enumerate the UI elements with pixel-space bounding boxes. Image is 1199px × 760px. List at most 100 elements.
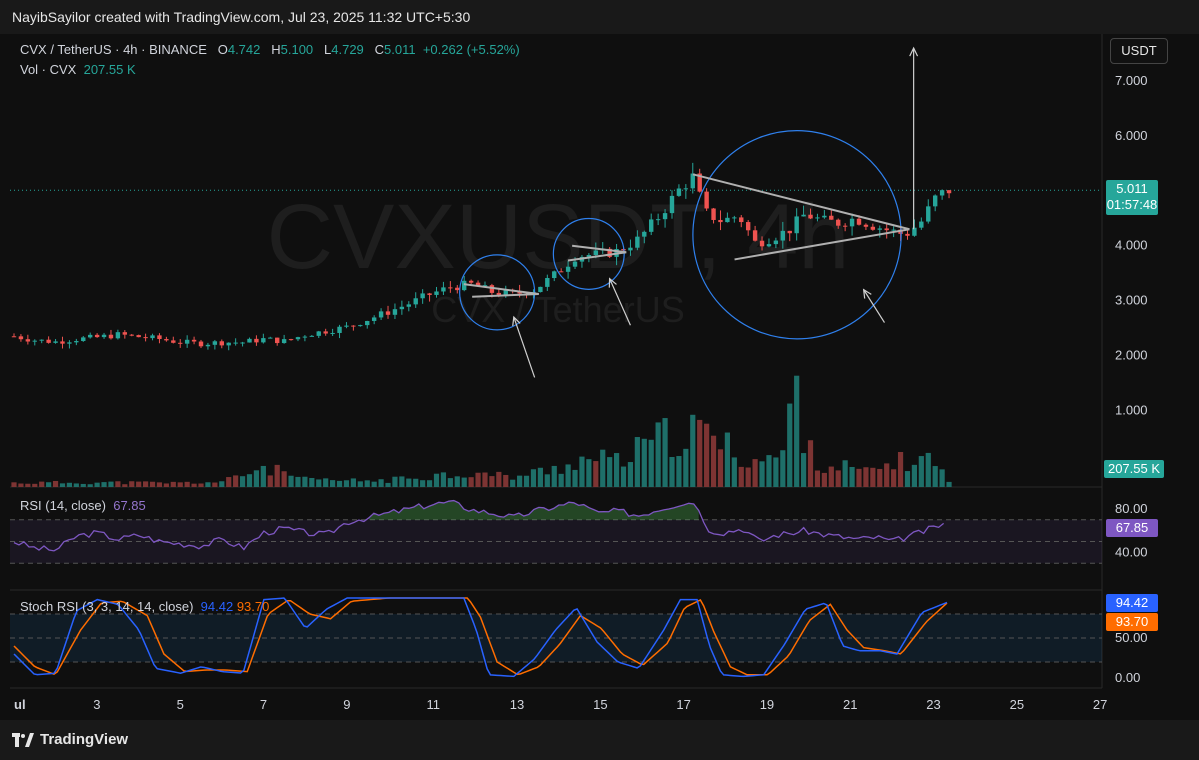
- volume-bar: [697, 419, 703, 487]
- stoch-k-value: 94.42: [200, 599, 234, 614]
- candle-body: [718, 219, 723, 223]
- candle-body: [191, 339, 197, 342]
- candle-body: [822, 215, 827, 218]
- volume-bar: [94, 482, 100, 487]
- rsi-pane: [10, 499, 1102, 564]
- volume-bar: [537, 467, 543, 487]
- volume-bar: [572, 469, 578, 487]
- volume-bar: [330, 480, 336, 487]
- triangle-trendline: [463, 283, 539, 296]
- volume-bar: [406, 478, 412, 487]
- candle-body: [219, 341, 224, 346]
- arrow-shaft: [513, 316, 536, 378]
- candle-body: [164, 339, 169, 341]
- price-tick-label: 2.000: [1115, 348, 1148, 363]
- volume-bar: [523, 475, 530, 487]
- candle-body: [607, 248, 612, 257]
- candle-body: [427, 293, 432, 295]
- time-tick-label: 11: [427, 697, 441, 712]
- volume-bar: [101, 482, 107, 487]
- candle-body: [572, 261, 578, 267]
- candle-body: [462, 280, 467, 291]
- currency-button[interactable]: USDT: [1110, 38, 1168, 64]
- volume-bar: [253, 470, 260, 487]
- candle-body: [725, 217, 730, 223]
- volume-bar: [870, 467, 876, 487]
- candle-body: [849, 218, 855, 227]
- candle-body: [676, 188, 682, 196]
- candle-body: [413, 298, 418, 305]
- candle-body: [558, 271, 564, 273]
- time-tick-label: 19: [760, 697, 774, 712]
- candle-body: [780, 230, 786, 241]
- volume-bar: [378, 479, 384, 487]
- volume-bar: [794, 375, 800, 487]
- tradingview-logo[interactable]: TradingView: [12, 731, 128, 748]
- volume-bar: [80, 483, 86, 487]
- candle-body: [344, 325, 349, 327]
- candle-body: [745, 222, 751, 231]
- volume-tag: 207.55 K: [1104, 460, 1164, 478]
- candle-body: [655, 219, 661, 221]
- volume-bar: [877, 468, 883, 487]
- rsi-legend: RSI (14, close) 67.85: [20, 498, 146, 513]
- candle-body: [593, 250, 599, 256]
- volume-bar: [454, 476, 460, 487]
- candle-body: [226, 342, 231, 346]
- time-tick-label: 3: [93, 697, 100, 712]
- volume-bar: [946, 481, 952, 487]
- candle-body: [919, 221, 924, 228]
- volume-bar: [413, 478, 419, 487]
- volume-bar: [288, 475, 294, 487]
- arrow-head: [608, 277, 617, 288]
- volume-bar: [357, 481, 363, 487]
- stoch-tick-label: 0.00: [1115, 670, 1140, 685]
- candle-body: [281, 339, 287, 344]
- candle-body: [323, 331, 328, 334]
- candle-body: [565, 266, 571, 272]
- candle-body: [247, 338, 252, 343]
- high-value: 5.100: [280, 42, 314, 57]
- candle-body: [420, 293, 425, 299]
- chart-canvas[interactable]: CVXUSDT, 4h CVX / TetherUS 1.0002.0003.0…: [0, 34, 1199, 720]
- symbol-name[interactable]: CVX / TetherUS · 4h · BINANCE: [20, 42, 207, 57]
- volume-label[interactable]: Vol · CVX: [20, 62, 77, 77]
- volume-bar: [468, 477, 474, 487]
- candle-body: [448, 287, 453, 289]
- stoch-label[interactable]: Stoch RSI (3, 3, 14, 14, close): [20, 599, 194, 614]
- volume-bar: [655, 422, 661, 487]
- volume-bar: [613, 453, 620, 487]
- triangle-trendline: [567, 251, 627, 262]
- candle-body: [711, 208, 716, 220]
- volume-bar: [142, 481, 149, 487]
- volume-bar: [544, 474, 550, 487]
- candle-body: [295, 337, 301, 340]
- volume-bar: [274, 464, 280, 487]
- candle-body: [101, 334, 107, 338]
- volume-bar: [66, 482, 73, 487]
- volume-bar: [11, 482, 17, 487]
- volume-bar: [662, 418, 668, 487]
- candle-body: [503, 289, 508, 296]
- bar-countdown: 01:57:48: [1106, 197, 1158, 212]
- volume-bar: [475, 472, 481, 487]
- candle-body: [240, 342, 245, 344]
- candle-body: [870, 226, 876, 230]
- rsi-label[interactable]: RSI (14, close): [20, 498, 106, 513]
- watermark-line2: CVX / TetherUS: [431, 289, 684, 330]
- candle-body: [704, 191, 709, 209]
- symbol-legend: CVX / TetherUS · 4h · BINANCE O4.742 H5.…: [20, 42, 520, 57]
- volume-bar: [884, 463, 890, 487]
- volume-bar: [800, 453, 807, 487]
- candle-body: [932, 195, 938, 207]
- open-value: 4.742: [227, 42, 261, 57]
- volume-bar: [156, 482, 163, 487]
- candle-body: [815, 217, 820, 219]
- candle-body: [739, 217, 744, 223]
- time-tick-label: 21: [843, 697, 857, 712]
- volume-bar: [426, 480, 433, 487]
- volume-bar: [503, 474, 509, 487]
- volume-bar: [239, 476, 246, 487]
- volume-bar: [392, 476, 398, 487]
- candle-body: [801, 214, 806, 217]
